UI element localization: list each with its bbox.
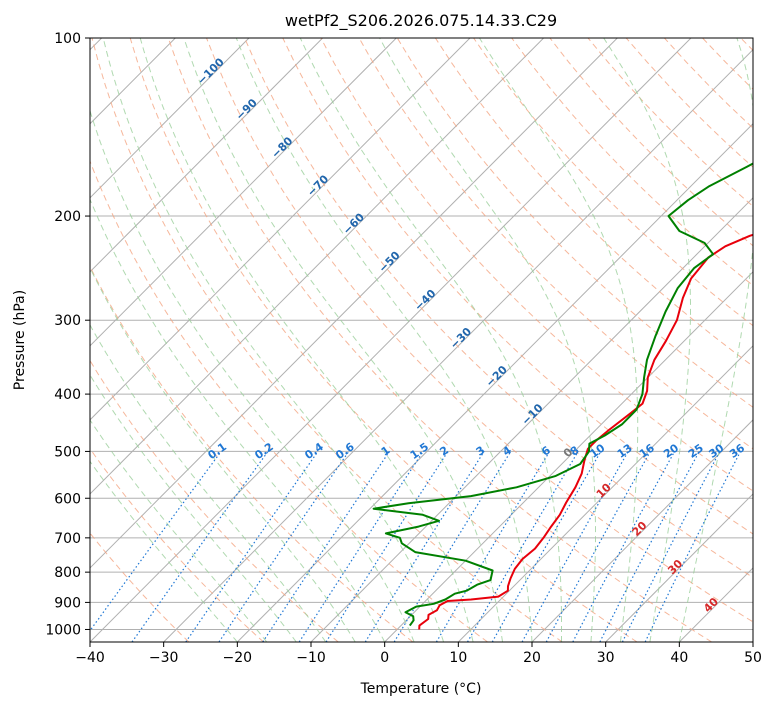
moist-adiabat (90, 374, 297, 642)
y-tick-label: 400 (54, 387, 81, 403)
axes: −40 −30 −20 −10 0 10 20 30 40 50 1000 900 800 700 600 5… (45, 31, 762, 666)
moist-adiabat (90, 460, 238, 642)
x-tick-label: 40 (670, 650, 688, 666)
x-tick-label: 0 (380, 650, 389, 666)
mixing-ratio-line (262, 451, 390, 642)
dry-adiabat (206, 38, 753, 623)
mixing-ratio-line (325, 451, 449, 642)
isotherm-line (90, 38, 545, 495)
mixing-ratio-line (621, 451, 721, 642)
dry-adiabat (90, 265, 414, 642)
x-tick-label: −40 (75, 650, 105, 666)
dry-adiabat (129, 38, 638, 642)
moist-adiabat (90, 198, 386, 642)
mixing-ratio-line (644, 451, 742, 642)
mixing-ratio-line (90, 451, 222, 632)
x-tick-label: −10 (296, 650, 326, 666)
plot-frame (89, 37, 754, 643)
moist-adiabat (90, 109, 415, 642)
y-tick-label: 1000 (45, 622, 81, 638)
y-tick-label: 500 (54, 444, 81, 460)
y-tick-label: 900 (54, 595, 81, 611)
moist-adiabat (90, 266, 356, 642)
dry-adiabat (244, 38, 753, 579)
moist-adiabat (102, 38, 445, 642)
y-axis-label: Pressure (hPa) (12, 290, 28, 390)
x-tick-label: 10 (449, 650, 467, 666)
isotherm-line (457, 345, 753, 642)
mixing-ratio-line (572, 451, 676, 642)
dry-adiabat (473, 38, 753, 327)
x-tick-label: −20 (223, 650, 253, 666)
dewpoint-profile-line (372, 162, 753, 627)
isotherm-line (163, 48, 753, 642)
mixing-ratio-line (298, 451, 424, 642)
mixing-ratio-line (131, 451, 269, 642)
isotherm-line (90, 38, 471, 421)
moist-adiabat (90, 419, 268, 642)
isotherm-line (605, 493, 753, 642)
x-tick-label: −30 (149, 650, 179, 666)
moist-adiabat (478, 38, 639, 642)
moist-adiabat (678, 38, 753, 642)
dry-adiabat (320, 38, 753, 492)
moist-adiabat (299, 38, 562, 642)
dry-adiabat (90, 447, 264, 642)
isotherm-line (531, 419, 753, 642)
dry-adiabat (434, 38, 753, 367)
isotherm-line (90, 38, 692, 642)
x-tick-label: 30 (597, 650, 615, 666)
x-tick-label: 50 (744, 650, 762, 666)
isotherm-line (384, 271, 753, 642)
mixing-ratio-line (545, 451, 651, 642)
isotherm-line (90, 38, 397, 347)
chart-title: wetPf2_S206.2026.075.14.33.C29 (285, 11, 557, 31)
dry-adiabat (511, 38, 753, 287)
dry-adiabat (90, 359, 339, 642)
temperature-profile-line (418, 233, 753, 630)
x-tick-label: 20 (523, 650, 541, 666)
moist-adiabat (235, 38, 533, 642)
x-axis-label: Temperature (°C) (360, 681, 482, 697)
mixing-ratio-line (364, 451, 485, 642)
y-tick-label: 200 (54, 209, 81, 225)
y-tick-label: 100 (54, 31, 81, 47)
dry-adiabat (167, 38, 712, 642)
isotherm-line (90, 38, 618, 569)
y-tick-label: 300 (54, 313, 81, 329)
dry-adiabat (91, 38, 563, 642)
y-tick-label: 800 (54, 565, 81, 581)
isotherm-line (90, 38, 324, 273)
mixing-ratio-line (218, 451, 350, 642)
mixing-ratio-line (491, 451, 602, 642)
y-tick-label: 600 (54, 491, 81, 507)
mixing-ratio-line (185, 451, 319, 642)
sounding-profiles (372, 162, 753, 630)
mixing-ratio-line (521, 451, 629, 642)
moist-adiabat (90, 323, 327, 642)
moist-adiabat (379, 38, 596, 642)
dry-adiabat (282, 38, 753, 535)
y-tick-label: 700 (54, 531, 81, 547)
moist-adiabat (183, 38, 503, 642)
isotherm-line (90, 38, 250, 199)
isotherm-line (236, 123, 753, 642)
